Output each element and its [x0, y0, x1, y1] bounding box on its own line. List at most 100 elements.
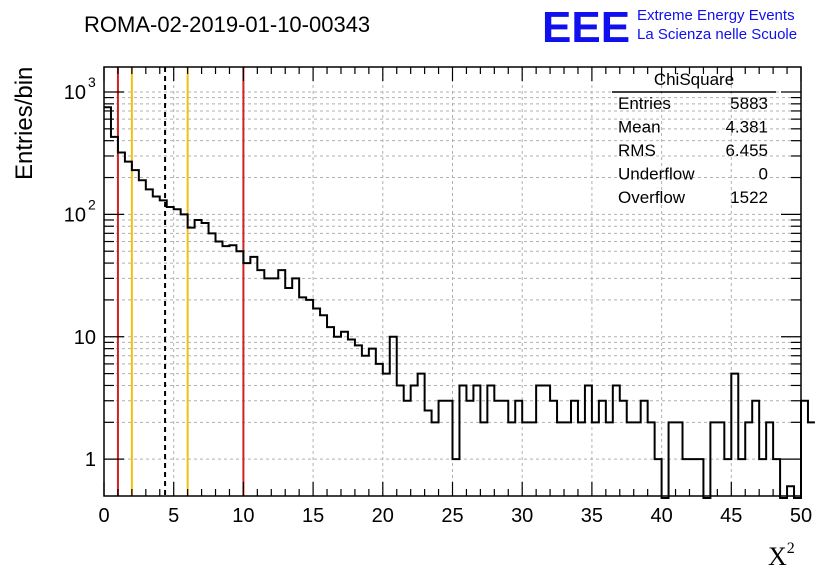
histogram-bin — [271, 278, 278, 496]
x-tick-label: 35 — [581, 505, 603, 527]
histogram-bin — [773, 459, 780, 496]
histogram-bin — [578, 422, 585, 496]
histogram-bin — [397, 385, 404, 496]
stats-label: Mean — [618, 118, 661, 137]
logo-letters: EEE — [542, 3, 630, 52]
histogram-bin — [752, 401, 759, 496]
x-axis-label-superscript: 2 — [787, 540, 795, 557]
histogram-bin — [731, 374, 738, 496]
histogram-bin — [222, 246, 229, 496]
histogram-bin — [264, 278, 271, 496]
histogram-bin — [439, 401, 446, 496]
histogram-bin — [669, 422, 676, 496]
histogram-bin — [655, 459, 662, 496]
histogram-bin — [425, 410, 432, 496]
histogram-bin — [766, 422, 773, 496]
y-tick-label: 10 — [64, 204, 86, 226]
histogram-bin — [710, 422, 717, 496]
stats-value: 5883 — [730, 94, 768, 113]
histogram-bin — [243, 263, 250, 496]
histogram-bin — [313, 309, 320, 496]
histogram-bin — [592, 422, 599, 496]
x-tick-label: 25 — [441, 505, 463, 527]
chart-title: ROMA-02-2019-01-10-00343 — [84, 12, 370, 37]
histogram-bin — [543, 385, 550, 496]
histogram-bin — [683, 459, 690, 496]
histogram-bin — [459, 385, 466, 496]
x-tick-label: 45 — [720, 505, 742, 527]
histogram-bin — [634, 422, 641, 496]
histogram-bin — [174, 209, 181, 496]
x-tick-label: 15 — [302, 505, 324, 527]
histogram-bin — [480, 422, 487, 496]
histogram-bin — [146, 189, 153, 496]
histogram-bin — [620, 401, 627, 496]
histogram-bin — [181, 214, 188, 496]
histogram-bin — [369, 349, 376, 496]
stats-value: 6.455 — [725, 141, 768, 160]
histogram-outline — [104, 106, 815, 499]
stats-value: 4.381 — [725, 118, 768, 137]
logo-line-2: La Scienza nelle Scuole — [637, 26, 797, 43]
logo-line-1: Extreme Energy Events — [637, 7, 795, 24]
y-tick-label-exponent: 3 — [88, 74, 96, 90]
stats-rows: Entries 5883 Mean 4.381 RMS 6.455 Underflow 0 Ov… — [618, 94, 768, 207]
stats-value: 1522 — [730, 188, 768, 207]
stats-value: 0 — [759, 165, 768, 184]
histogram-bin — [376, 364, 383, 496]
x-tick-labels: 0 5 10 15 20 25 30 35 40 45 50 — [98, 505, 812, 527]
histogram-bin — [787, 486, 794, 496]
x-tick-label: 5 — [168, 505, 179, 527]
histogram-bin — [508, 422, 515, 496]
histogram-bin — [111, 137, 118, 496]
histogram-bin — [801, 401, 808, 496]
histogram-bin — [327, 327, 334, 496]
histogram-bin — [202, 223, 209, 496]
histogram-bin — [216, 242, 223, 496]
histogram-bin — [648, 422, 655, 496]
histogram-bin — [613, 385, 620, 496]
histogram-series — [104, 106, 815, 499]
histogram-bin — [160, 200, 167, 496]
stats-label: RMS — [618, 141, 656, 160]
histogram-bin — [139, 180, 146, 496]
histogram-bin — [515, 401, 522, 496]
histogram-bin — [529, 422, 536, 496]
histogram-bin — [473, 385, 480, 496]
histogram-bin — [292, 278, 299, 496]
histogram-bin — [118, 153, 125, 496]
histogram-bin — [494, 401, 501, 496]
x-tick-label: 50 — [790, 505, 812, 527]
histogram-bin — [153, 196, 160, 496]
histogram-bin — [724, 459, 731, 496]
histogram-bin — [487, 385, 494, 496]
axis-ticks — [103, 67, 802, 496]
histogram-bin — [278, 270, 285, 496]
histogram-bin — [125, 162, 132, 496]
eee-logo: EEE Extreme Energy Events La Scienza nel… — [542, 3, 797, 52]
histogram-bin — [738, 459, 745, 496]
stats-label: Entries — [618, 94, 671, 113]
histogram-bin — [132, 170, 139, 496]
histogram-bin — [383, 374, 390, 496]
histogram-bin — [167, 207, 174, 496]
histogram-bin — [341, 332, 348, 496]
x-tick-label: 30 — [511, 505, 533, 527]
histogram-bin — [453, 459, 460, 496]
histogram-bin — [446, 401, 453, 496]
histogram-bin — [299, 297, 306, 496]
histogram-bin — [808, 422, 815, 496]
histogram-bin — [689, 459, 696, 496]
histogram-bin — [745, 422, 752, 496]
histogram-bin — [522, 422, 529, 496]
y-tick-label: 10 — [64, 82, 86, 104]
histogram-bin — [571, 401, 578, 496]
x-tick-label: 10 — [232, 505, 254, 527]
stats-label: Underflow — [618, 165, 695, 184]
histogram-bin — [466, 401, 473, 496]
histogram-bin — [285, 288, 292, 496]
histogram-bin — [550, 401, 557, 496]
histogram-bin — [696, 459, 703, 496]
y-tick-label: 10 — [74, 327, 96, 349]
